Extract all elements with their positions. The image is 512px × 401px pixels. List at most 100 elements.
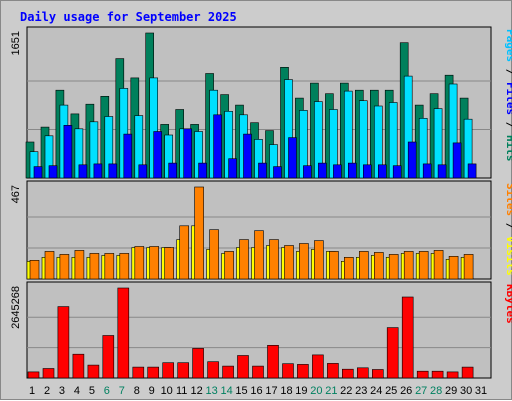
x-tick-label: 4 xyxy=(74,385,80,397)
kbytes-bar xyxy=(401,296,414,379)
kbytes-bar xyxy=(147,366,159,379)
kbytes-bar xyxy=(461,366,474,379)
kbytes-bar xyxy=(87,364,100,379)
panel-3: 2645268 KBytes xyxy=(10,281,512,379)
y-max-label: 467 xyxy=(10,185,22,203)
y-max-label: 1651 xyxy=(10,31,22,55)
sites-bar xyxy=(373,252,384,280)
pages-bar xyxy=(228,158,237,179)
x-tick-label: 10 xyxy=(161,385,173,397)
panel-2: 467 Sites / Visits xyxy=(10,180,512,280)
pages-bar xyxy=(452,142,462,179)
kbytes-bar xyxy=(207,361,219,379)
kbytes-bar xyxy=(297,364,309,379)
pages-bar xyxy=(303,165,312,179)
legend-part: / xyxy=(504,216,512,236)
kbytes-bar xyxy=(416,370,429,379)
x-tick-label: 13 xyxy=(205,385,217,397)
kbytes-bar xyxy=(117,287,130,379)
kbytes-bar xyxy=(282,363,294,379)
pages-bar xyxy=(333,164,342,179)
legend-part: Hits xyxy=(504,135,512,162)
sites-bar xyxy=(343,256,354,280)
legend-part: Pages xyxy=(504,29,512,62)
kbytes-bar xyxy=(267,344,279,379)
sites-bar xyxy=(388,254,399,280)
kbytes-bar xyxy=(386,327,399,379)
pages-bar xyxy=(63,125,73,179)
pages-bar xyxy=(153,131,162,179)
kbytes-bar xyxy=(356,367,369,379)
sites-bar xyxy=(403,251,414,280)
pages-bar xyxy=(392,165,402,179)
kbytes-bar xyxy=(341,368,354,379)
pages-bar xyxy=(213,114,222,179)
pages-bar xyxy=(362,164,372,179)
panel-1: 1651 Pages / Files / Hits xyxy=(10,26,512,179)
legend-part: Sites xyxy=(504,183,512,216)
sites-bar xyxy=(433,250,444,280)
sites-bar xyxy=(104,253,115,280)
sites-bar xyxy=(194,186,204,280)
x-tick-label: 14 xyxy=(220,385,232,397)
sites-bar xyxy=(224,251,234,280)
pages-bar xyxy=(123,133,133,179)
x-tick-label: 11 xyxy=(176,385,187,397)
sites-bar xyxy=(284,245,294,280)
sites-bar xyxy=(59,254,70,280)
chart-panels: 1651 Pages / Files / Hits 467 Sites / Visit… xyxy=(10,26,512,379)
pages-bar xyxy=(243,133,252,179)
x-tick-label: 26 xyxy=(400,385,412,397)
x-tick-label: 2 xyxy=(44,385,50,397)
kbytes-bar xyxy=(431,370,444,379)
sites-bar xyxy=(254,230,264,280)
kbytes-bar xyxy=(132,366,145,379)
pages-bar xyxy=(437,164,447,179)
x-tick-label: 21 xyxy=(325,385,337,397)
pages-bar xyxy=(138,164,148,179)
pages-bar xyxy=(422,163,432,179)
pages-bar xyxy=(347,162,357,179)
kbytes-bar xyxy=(446,371,459,379)
x-tick-label: 19 xyxy=(295,385,307,397)
sites-bar xyxy=(463,254,474,280)
kbytes-bar xyxy=(42,368,55,379)
kbytes-bar xyxy=(72,353,85,379)
x-tick-label: 17 xyxy=(265,385,277,397)
x-tick-label: 3 xyxy=(59,385,65,397)
pages-bar xyxy=(288,137,297,179)
pages-bar xyxy=(93,163,103,179)
sites-bar xyxy=(119,253,130,280)
x-tick-label: 27 xyxy=(415,385,427,397)
pages-bar xyxy=(78,164,88,179)
x-tick-label: 16 xyxy=(250,385,262,397)
pages-bar xyxy=(108,163,118,179)
sites-bar xyxy=(269,239,279,280)
sites-bar xyxy=(358,251,369,280)
x-tick-label: 23 xyxy=(355,385,367,397)
sites-bar xyxy=(134,246,145,280)
kbytes-bar xyxy=(192,348,204,379)
kbytes-bar xyxy=(237,355,249,379)
x-tick-label: 15 xyxy=(235,385,247,397)
sites-bar xyxy=(29,259,40,280)
legend-part: Files xyxy=(504,82,512,115)
x-tick-label: 30 xyxy=(460,385,472,397)
sites-bar xyxy=(329,251,339,280)
legend-part: / xyxy=(504,115,512,135)
pages-bar xyxy=(273,166,282,179)
x-tick-label: 12 xyxy=(190,385,202,397)
pages-bar xyxy=(467,163,477,179)
sites-bar xyxy=(44,251,55,280)
legend-label: Pages / Files / Hits xyxy=(504,29,512,162)
kbytes-bar xyxy=(102,335,115,379)
sites-bar xyxy=(89,253,100,280)
x-tick-label: 1 xyxy=(29,385,35,397)
x-tick-label: 7 xyxy=(119,385,125,397)
legend-part: / xyxy=(504,62,512,82)
kbytes-bar xyxy=(222,365,234,379)
x-tick-label: 8 xyxy=(134,385,140,397)
kbytes-bar xyxy=(162,362,174,379)
